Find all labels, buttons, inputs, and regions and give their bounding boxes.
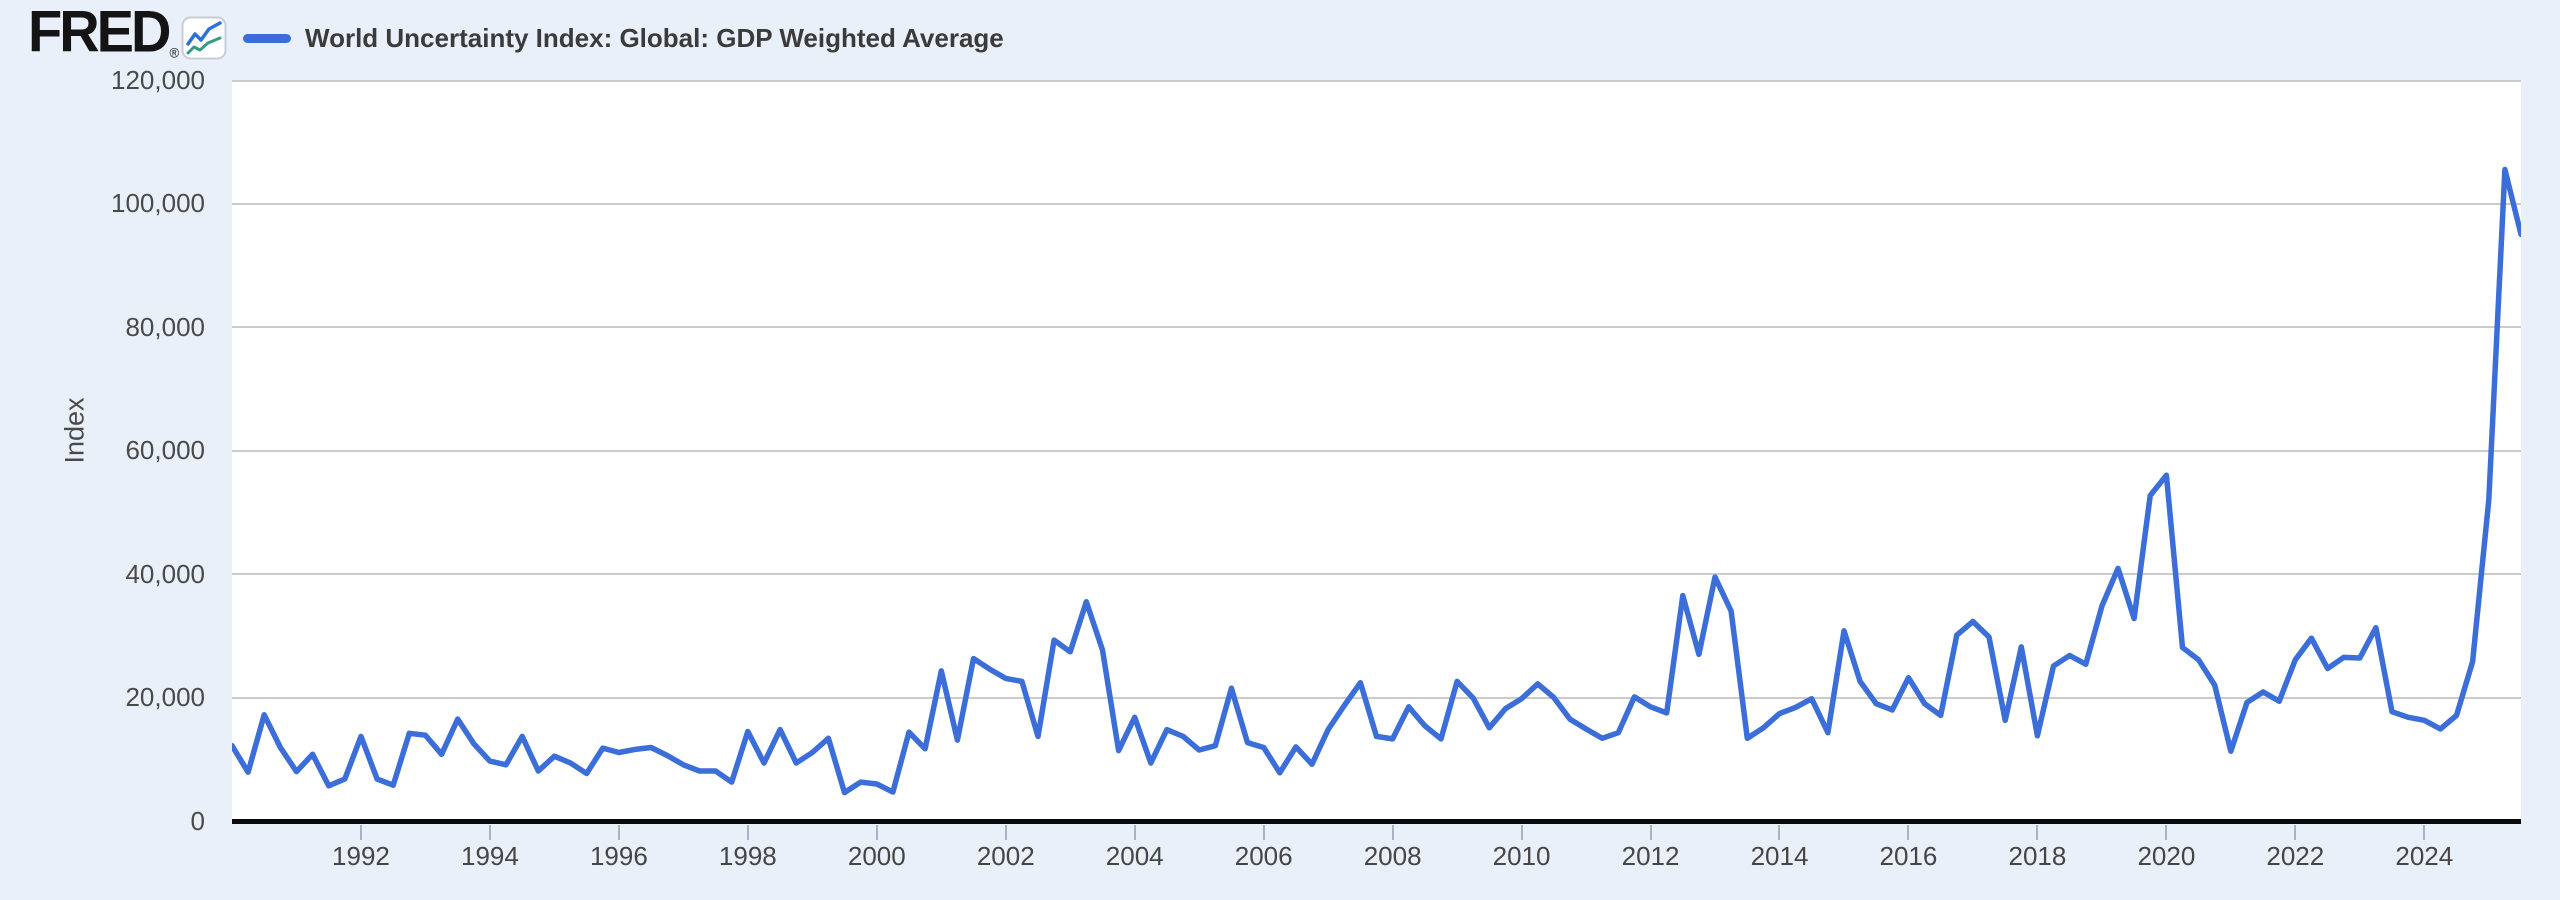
x-tick-label: 2022 [2266,841,2325,871]
x-tick-mark [1649,825,1652,840]
sparkline-icon[interactable] [181,16,227,60]
x-tick-mark [1133,825,1136,840]
gridline-120000 [232,80,2521,82]
x-tick-label: 2006 [1234,841,1293,871]
x-tick-label: 1992 [332,841,390,871]
x-tick-label: 1996 [589,841,648,871]
x-axis-line [232,819,2521,824]
x-tick-label: 2014 [1750,841,1809,871]
chart-header: FRED® World Uncertainty Index: Global: G… [0,0,2560,64]
x-tick-mark [2036,825,2039,840]
plot-area[interactable] [232,80,2521,824]
gridline-40000 [232,573,2521,575]
x-tick-mark [875,825,878,840]
x-tick-mark [1262,825,1265,840]
x-tick-label: 2002 [976,841,1035,871]
series-line-wui[interactable] [232,166,2521,796]
y-tick-label: 60,000 [125,435,205,465]
y-tick-label: 100,000 [111,188,205,218]
x-tick-mark [1907,825,1910,840]
x-tick-mark [2423,825,2426,840]
x-tick-mark [1520,825,1523,840]
x-tick-label: 2024 [2395,841,2454,871]
x-tick-mark [1004,825,1007,840]
y-tick-label: 20,000 [125,682,205,712]
x-tick-label: 2010 [1492,841,1551,871]
y-tick-label: 80,000 [125,312,205,342]
x-tick-mark [1391,825,1394,840]
fred-logo[interactable]: FRED® [28,0,180,64]
y-tick-label: 40,000 [125,559,205,589]
x-tick-label: 2016 [1879,841,1938,871]
legend-line-swatch [243,33,291,43]
series-legend: World Uncertainty Index: Global: GDP Wei… [243,20,1004,56]
registered-mark-icon: ® [169,45,180,61]
legend-label: World Uncertainty Index: Global: GDP Wei… [305,22,1004,53]
x-tick-mark [488,825,491,840]
x-tick-mark [746,825,749,840]
gridline-100000 [232,202,2521,205]
x-tick-label: 2000 [847,841,906,871]
gridline-60000 [232,449,2521,452]
x-tick-label: 2012 [1621,841,1680,871]
y-tick-label: 0 [190,806,205,836]
x-tick-label: 2004 [1105,841,1164,871]
x-tick-mark [2294,825,2297,840]
x-tick-label: 1998 [718,841,777,871]
x-tick-label: 1994 [460,841,519,871]
x-tick-mark [1778,825,1781,840]
series-chart[interactable] [232,80,2521,821]
gridline-20000 [232,696,2521,699]
gridline-80000 [232,326,2521,328]
x-tick-label: 2018 [2008,841,2067,871]
x-tick-mark [617,825,620,840]
x-tick-mark [2165,825,2168,840]
y-tick-label: 120,000 [111,65,205,95]
x-tick-label: 2020 [2137,841,2196,871]
x-tick-label: 2008 [1363,841,1422,871]
x-tick-mark [359,825,362,840]
